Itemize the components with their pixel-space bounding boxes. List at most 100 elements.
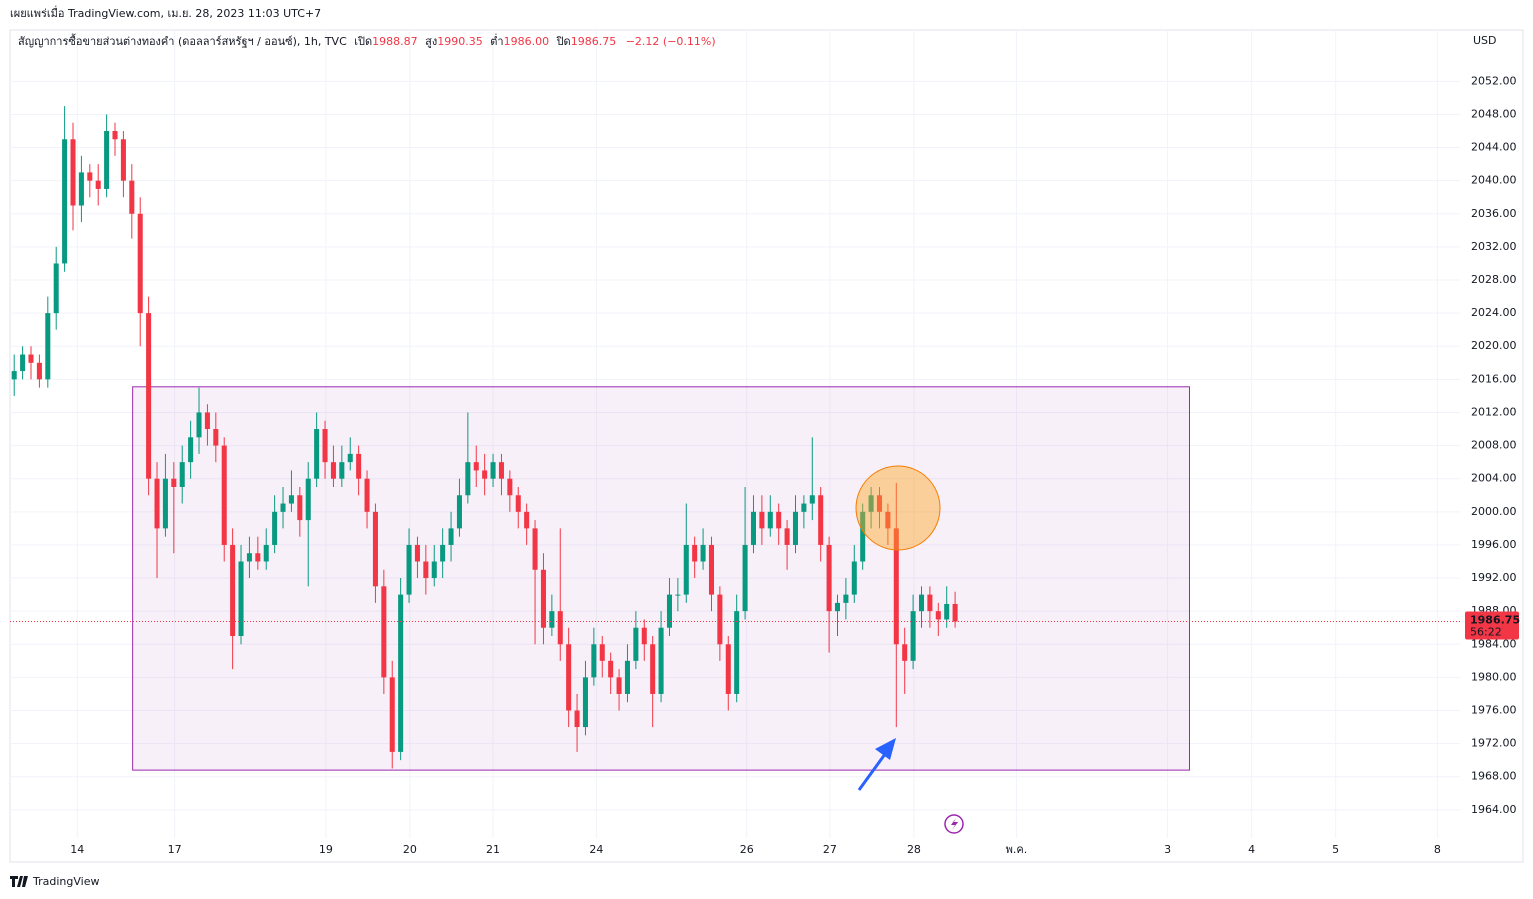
candle-body: [20, 354, 26, 372]
candle-body: [952, 603, 958, 622]
chart-title: สัญญาการซื้อขายส่วนต่างทองคำ (ดอลลาร์สหร…: [18, 33, 347, 48]
candle-body: [759, 511, 765, 529]
candle-body: [431, 561, 437, 579]
candle-body: [339, 462, 345, 479]
candle-body: [616, 677, 622, 694]
candle-body: [549, 611, 555, 628]
candle-body: [456, 495, 462, 529]
candle-body: [246, 553, 252, 562]
candle-body: [322, 429, 328, 463]
open-label: เปิด: [354, 35, 372, 48]
candle-body: [95, 180, 101, 189]
candle-body: [809, 495, 815, 504]
candle-body: [154, 478, 160, 529]
price-label-box: [1465, 611, 1519, 640]
candle-body: [414, 544, 420, 562]
candle-body: [196, 412, 202, 438]
candle-body: [255, 553, 261, 562]
candle-body: [557, 611, 563, 645]
candle-body: [700, 544, 706, 562]
candle-body: [372, 511, 378, 587]
candle-body: [683, 544, 689, 595]
candle-body: [297, 495, 303, 521]
y-tick-label: 2052.00: [1471, 74, 1517, 87]
x-tick-label: 14: [70, 843, 84, 856]
y-tick-label: 1984.00: [1471, 637, 1517, 650]
y-tick-label: 2000.00: [1471, 505, 1517, 518]
candle-body: [87, 172, 93, 181]
countdown: 56:22: [1470, 626, 1502, 639]
candle-body: [398, 594, 404, 752]
candle-body: [666, 594, 672, 628]
candle-body: [381, 586, 387, 678]
candle-body: [675, 594, 681, 596]
candle-body: [448, 528, 454, 545]
x-tick-label: 20: [403, 843, 417, 856]
x-tick-label: 19: [319, 843, 333, 856]
y-tick-label: 1976.00: [1471, 704, 1517, 717]
y-tick-label: 2040.00: [1471, 174, 1517, 187]
brand: TradingView: [32, 875, 99, 888]
candle-body: [137, 213, 143, 314]
candle-body: [818, 495, 824, 545]
candle-body: [347, 453, 353, 463]
range-zone: [132, 386, 1190, 771]
candle-body: [843, 594, 849, 603]
candle-body: [238, 561, 244, 636]
candle-body: [776, 511, 782, 529]
candle-body: [129, 180, 135, 214]
y-tick-label: 2044.00: [1471, 141, 1517, 154]
candle-body: [406, 544, 412, 595]
close-label: ปิด: [555, 35, 570, 48]
published: เผยแพร่เมื่อ TradingView.com, เม.ย. 28, …: [10, 5, 321, 20]
y-tick-label: 1996.00: [1471, 538, 1517, 551]
candle-body: [708, 544, 714, 595]
candle-body: [120, 139, 126, 181]
candle-body: [750, 511, 757, 545]
candle-body: [633, 627, 639, 661]
x-tick-label: 27: [823, 843, 837, 856]
candle-body: [515, 495, 521, 512]
candle-body: [28, 354, 34, 363]
candle-body: [53, 263, 59, 314]
candle-body: [944, 603, 950, 620]
candle-body: [650, 644, 656, 694]
candle-body: [624, 660, 630, 694]
y-tick-label: 2016.00: [1471, 372, 1517, 385]
candle-body: [658, 627, 664, 694]
candle-body: [146, 313, 152, 479]
x-tick-label: 24: [589, 843, 603, 856]
candle-body: [112, 131, 118, 140]
candle-body: [524, 511, 530, 529]
candle-body: [692, 544, 698, 562]
x-tick-label: พ.ค.: [1006, 843, 1028, 856]
candle-body: [263, 544, 269, 562]
logo: [10, 876, 28, 887]
y-tick-label: 2020.00: [1471, 339, 1517, 352]
x-tick-label: 3: [1164, 843, 1171, 856]
candle-body: [162, 478, 168, 529]
candle-body: [465, 462, 471, 496]
y-tick-label: 1964.00: [1471, 803, 1517, 816]
high-label: สูง: [425, 35, 437, 48]
candle-body: [356, 453, 362, 479]
y-tick-label: 2048.00: [1471, 107, 1517, 120]
candle-body: [876, 495, 883, 512]
candle-body: [305, 478, 311, 521]
y-tick-label: 1972.00: [1471, 737, 1517, 750]
y-tick-label: 1992.00: [1471, 571, 1517, 584]
candle-body: [440, 544, 446, 562]
candle-body: [204, 412, 210, 430]
candle-body: [482, 470, 488, 479]
candle-body: [599, 644, 605, 661]
candle-body: [507, 478, 513, 496]
open-value: 1988.87: [372, 35, 418, 48]
high-value: 1990.35: [437, 35, 483, 48]
candle-body: [574, 710, 580, 728]
candle-body: [742, 544, 748, 612]
candle-body: [717, 594, 723, 645]
candle-body: [540, 569, 546, 628]
x-tick-label: 8: [1434, 843, 1441, 856]
currency: USD: [1473, 34, 1497, 47]
